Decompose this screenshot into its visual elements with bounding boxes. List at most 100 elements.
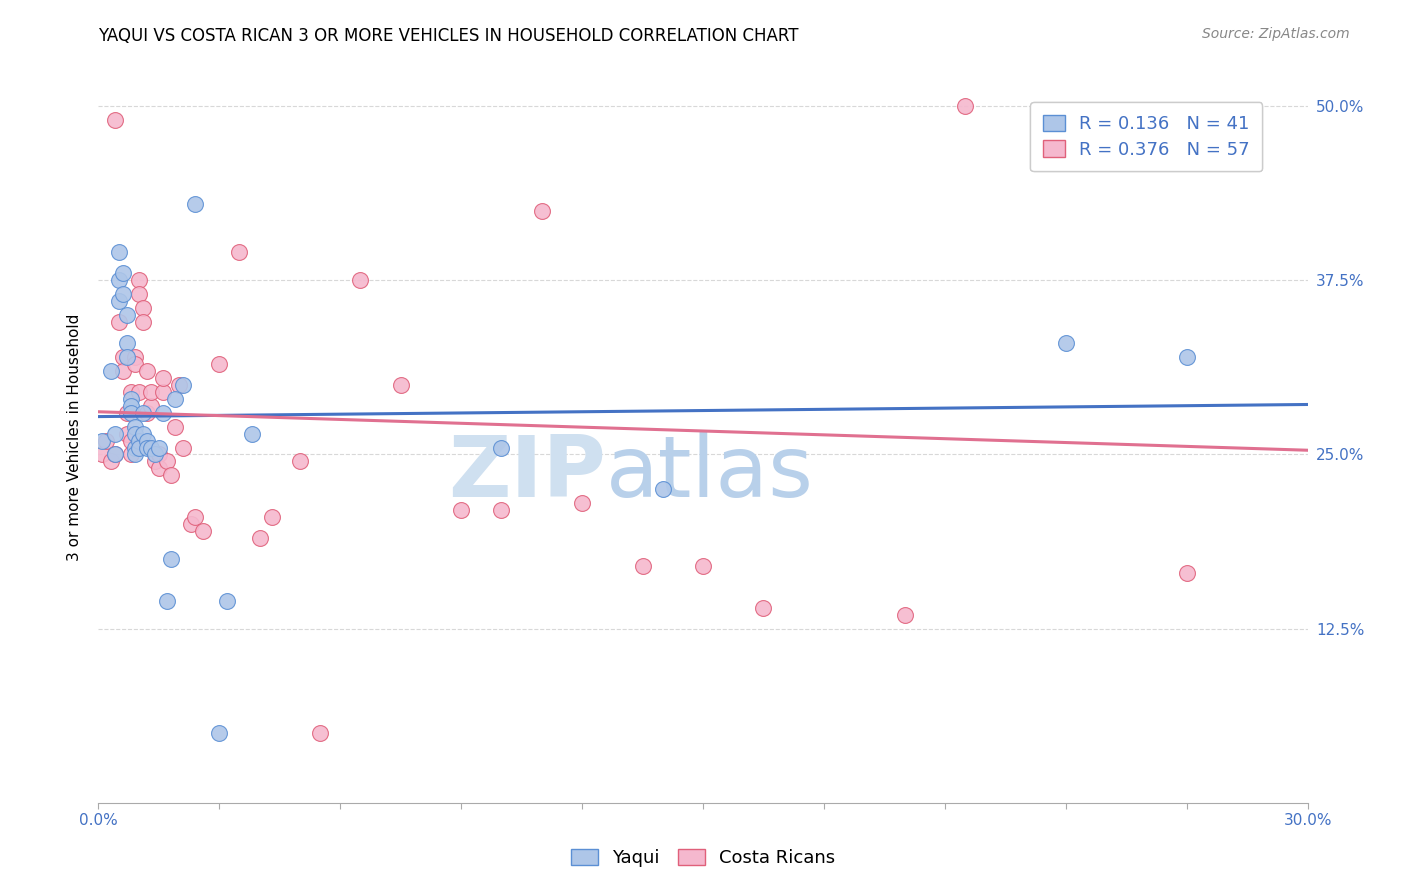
Point — [120, 399, 142, 413]
Y-axis label: 3 or more Vehicles in Household: 3 or more Vehicles in Household — [67, 313, 83, 561]
Point — [128, 434, 150, 448]
Point — [953, 99, 976, 113]
Point — [115, 426, 138, 441]
Point — [91, 434, 114, 448]
Point — [124, 441, 146, 455]
Point — [132, 301, 155, 316]
Legend: R = 0.136   N = 41, R = 0.376   N = 57: R = 0.136 N = 41, R = 0.376 N = 57 — [1031, 103, 1263, 171]
Point — [100, 364, 122, 378]
Point — [152, 371, 174, 385]
Point — [107, 315, 129, 329]
Point — [208, 726, 231, 740]
Point — [152, 406, 174, 420]
Point — [115, 350, 138, 364]
Point — [184, 510, 207, 524]
Point — [240, 426, 263, 441]
Point — [249, 531, 271, 545]
Point — [631, 558, 654, 573]
Point — [135, 364, 157, 378]
Point — [1175, 350, 1198, 364]
Point — [184, 196, 207, 211]
Point — [651, 483, 673, 497]
Point — [107, 273, 129, 287]
Point — [1175, 566, 1198, 580]
Point — [163, 419, 186, 434]
Point — [288, 454, 311, 468]
Point — [156, 454, 179, 468]
Point — [752, 600, 775, 615]
Point — [172, 441, 194, 455]
Point — [103, 448, 125, 462]
Point — [115, 336, 138, 351]
Text: atlas: atlas — [606, 432, 814, 516]
Point — [172, 377, 194, 392]
Point — [120, 434, 142, 448]
Point — [143, 448, 166, 462]
Point — [135, 406, 157, 420]
Point — [260, 510, 283, 524]
Point — [1054, 336, 1077, 351]
Text: YAQUI VS COSTA RICAN 3 OR MORE VEHICLES IN HOUSEHOLD CORRELATION CHART: YAQUI VS COSTA RICAN 3 OR MORE VEHICLES … — [98, 27, 799, 45]
Point — [96, 434, 118, 448]
Point — [128, 441, 150, 455]
Point — [491, 503, 513, 517]
Point — [128, 287, 150, 301]
Point — [120, 384, 142, 399]
Point — [530, 203, 553, 218]
Point — [139, 441, 162, 455]
Point — [160, 552, 183, 566]
Point — [132, 426, 155, 441]
Point — [107, 294, 129, 309]
Point — [115, 406, 138, 420]
Point — [692, 558, 714, 573]
Point — [139, 399, 162, 413]
Point — [115, 308, 138, 322]
Point — [111, 364, 134, 378]
Point — [128, 273, 150, 287]
Point — [120, 406, 142, 420]
Point — [111, 266, 134, 280]
Point — [193, 524, 215, 538]
Point — [143, 454, 166, 468]
Point — [1095, 113, 1118, 128]
Point — [128, 384, 150, 399]
Point — [228, 245, 250, 260]
Point — [349, 273, 371, 287]
Point — [163, 392, 186, 406]
Point — [103, 426, 125, 441]
Point — [148, 461, 170, 475]
Point — [135, 441, 157, 455]
Point — [124, 350, 146, 364]
Point — [103, 113, 125, 128]
Point — [103, 448, 125, 462]
Point — [208, 357, 231, 371]
Point — [217, 594, 239, 608]
Point — [124, 357, 146, 371]
Point — [491, 441, 513, 455]
Point — [111, 350, 134, 364]
Text: Source: ZipAtlas.com: Source: ZipAtlas.com — [1202, 27, 1350, 41]
Point — [124, 419, 146, 434]
Point — [120, 392, 142, 406]
Point — [135, 434, 157, 448]
Point — [167, 377, 190, 392]
Point — [143, 448, 166, 462]
Point — [91, 448, 114, 462]
Point — [571, 496, 593, 510]
Point — [389, 377, 412, 392]
Point — [100, 454, 122, 468]
Point — [124, 426, 146, 441]
Point — [148, 448, 170, 462]
Point — [124, 448, 146, 462]
Point — [132, 315, 155, 329]
Point — [111, 287, 134, 301]
Point — [309, 726, 332, 740]
Point — [180, 517, 202, 532]
Text: ZIP: ZIP — [449, 432, 606, 516]
Point — [148, 441, 170, 455]
Point — [139, 384, 162, 399]
Point — [120, 448, 142, 462]
Point — [160, 468, 183, 483]
Point — [450, 503, 472, 517]
Point — [107, 245, 129, 260]
